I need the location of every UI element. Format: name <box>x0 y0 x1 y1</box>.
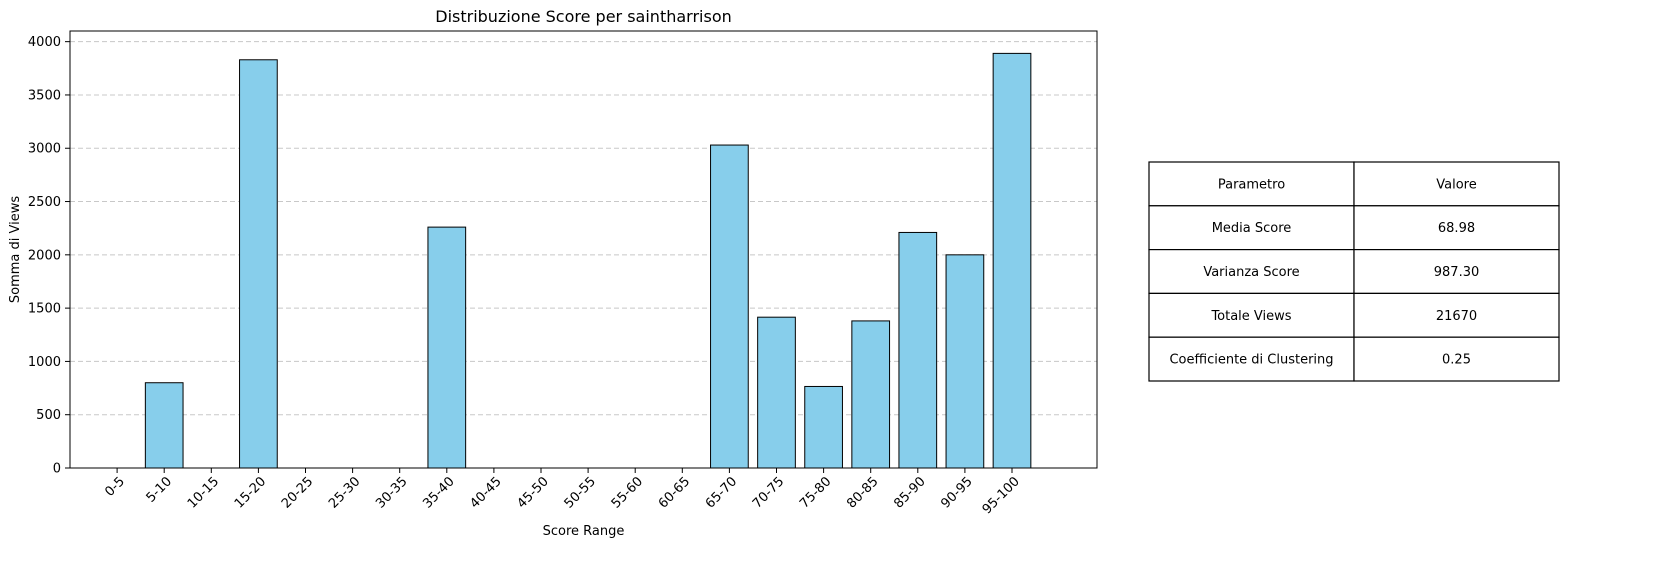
x-tick-label: 35-40 <box>420 474 457 511</box>
x-tick-label: 95-100 <box>980 474 1023 517</box>
bar-70-75 <box>757 316 796 469</box>
x-tick-label: 10-15 <box>185 474 222 511</box>
bar-65-70 <box>710 144 749 469</box>
table-header-label: Parametro <box>1218 177 1285 192</box>
x-tick-label: 55-60 <box>609 474 646 511</box>
table-cell <box>1148 249 1355 295</box>
table-header-cell <box>1353 161 1560 207</box>
x-tick-label: 40-45 <box>467 474 504 511</box>
bar-95-100 <box>992 52 1032 469</box>
y-axis: 0 500 1000 1500 2000 2500 3000 3500 4000 <box>28 35 70 477</box>
table-cell <box>1353 292 1560 338</box>
x-axis-label: Score Range <box>543 524 625 539</box>
x-tick-label: 60-65 <box>656 474 693 511</box>
y-tick-label: 1500 <box>28 302 61 317</box>
y-tick-label: 2000 <box>28 248 61 263</box>
bar-5-10 <box>144 382 184 469</box>
x-tick-label: 25-30 <box>326 474 363 511</box>
x-tick-label: 75-80 <box>797 474 834 511</box>
x-tick-label: 65-70 <box>703 474 740 511</box>
table-cell <box>1148 205 1355 251</box>
x-tick-label: 70-75 <box>750 474 787 511</box>
x-tick-label: 85-90 <box>891 474 928 511</box>
bar-85-90 <box>898 231 938 469</box>
table-value-label: 21670 <box>1436 309 1477 324</box>
table-value-label: 68.98 <box>1438 221 1475 236</box>
table-cell <box>1148 292 1355 338</box>
bars <box>144 52 1032 469</box>
bar-80-85 <box>851 320 891 469</box>
table-cell <box>1353 336 1560 382</box>
table-cell <box>1353 205 1560 251</box>
bar-90-95 <box>945 254 985 469</box>
x-tick-label: 0-5 <box>102 474 128 500</box>
plot-frame <box>69 30 1098 469</box>
table-param-label: Totale Views <box>1210 309 1291 324</box>
stats-table: Parametro Valore Media Score 68.98 Varianza … <box>1148 161 1560 382</box>
x-tick-label: 30-35 <box>373 474 410 511</box>
chart-title: Distribuzione Score per saintharrison <box>435 7 732 26</box>
grid-lines <box>70 41 1097 416</box>
table-header-label: Valore <box>1436 177 1476 192</box>
y-tick-label: 1000 <box>28 355 61 370</box>
bar-75-80 <box>804 385 843 469</box>
y-tick-label: 0 <box>53 462 61 477</box>
table-param-label: Varianza Score <box>1203 265 1299 280</box>
y-tick-label: 500 <box>36 408 61 423</box>
x-tick-label: 5-10 <box>144 474 175 505</box>
x-tick-label: 50-55 <box>562 474 599 511</box>
x-tick-label: 45-50 <box>515 474 552 511</box>
y-axis-label: Somma di Views <box>8 196 23 303</box>
x-axis: 0-5 5-10 10-15 15-20 20-25 25-30 30-35 35-40 40-… <box>102 468 1023 517</box>
bar-35-40 <box>427 226 467 469</box>
x-tick-label: 15-20 <box>232 474 269 511</box>
x-tick-label: 90-95 <box>938 474 975 511</box>
table-value-label: 987.30 <box>1434 265 1480 280</box>
y-tick-label: 3500 <box>28 88 61 103</box>
x-tick-label: 80-85 <box>844 474 881 511</box>
y-tick-label: 2500 <box>28 195 61 210</box>
table-value-label: 0.25 <box>1442 353 1471 368</box>
y-tick-label: 3000 <box>28 142 61 157</box>
x-tick-label: 20-25 <box>279 474 316 511</box>
y-tick-label: 4000 <box>28 35 61 50</box>
table-param-label: Coefficiente di Clustering <box>1169 353 1333 368</box>
table-param-label: Media Score <box>1212 221 1292 236</box>
bar-15-20 <box>239 59 278 469</box>
